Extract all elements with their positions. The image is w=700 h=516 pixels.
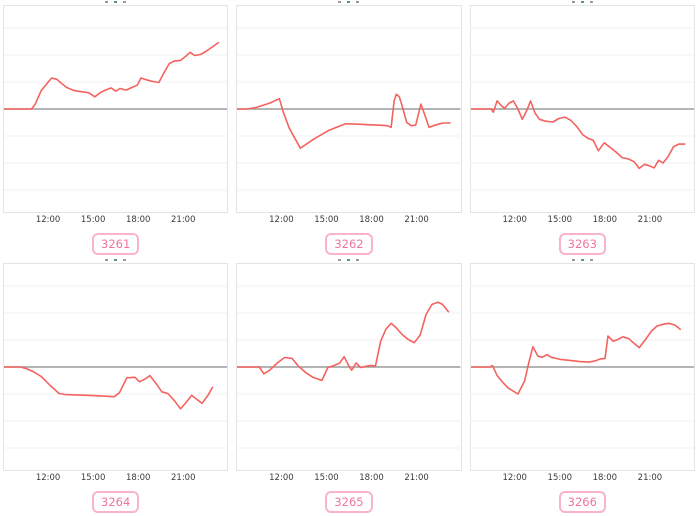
line-chart [237, 27, 461, 191]
x-tick-label: 15:00 [314, 473, 339, 483]
title-speck [105, 259, 109, 261]
x-axis: 12:00 15:00 18:00 21:00 [470, 471, 695, 487]
title-speck [105, 1, 109, 3]
x-axis: 12:00 15:00 18:00 21:00 [236, 471, 461, 487]
badge-row: 3264 [3, 487, 228, 516]
line-chart [4, 285, 228, 449]
x-tick-label: 18:00 [125, 215, 151, 225]
x-tick-label: 12:00 [35, 473, 61, 483]
title-speck [114, 1, 118, 3]
title-speck [338, 1, 342, 3]
x-tick-label: 12:00 [502, 215, 527, 225]
x-tick-label: 21:00 [637, 473, 663, 483]
x-tick-label: 15:00 [547, 473, 573, 483]
chart-panel [469, 5, 695, 213]
x-tick-label: 18:00 [359, 473, 384, 483]
chart-cell-3265: 12:00 15:00 18:00 21:00 3265 [233, 258, 466, 516]
chart-panel [236, 5, 462, 213]
title-speck [571, 1, 575, 3]
title-speck [356, 1, 360, 3]
chart-panel [469, 263, 695, 471]
x-tick-label: 12:00 [269, 473, 294, 483]
line-chart [237, 285, 461, 449]
chart-cell-3264: 12:00 15:00 18:00 21:00 3264 [0, 258, 233, 516]
x-tick-label: 21:00 [171, 473, 196, 483]
cropped-title-fragment [470, 0, 695, 5]
cropped-title-fragment [3, 258, 228, 263]
badge-row: 3265 [236, 487, 461, 516]
title-speck [589, 1, 593, 3]
line-chart [4, 27, 228, 191]
x-axis: 12:00 15:00 18:00 21:00 [470, 213, 695, 229]
chart-cell-3261: 12:00 15:00 18:00 21:00 3261 [0, 0, 233, 258]
x-tick-label: 12:00 [35, 215, 61, 225]
chart-id-badge[interactable]: 3262 [325, 233, 373, 255]
title-speck [571, 259, 575, 261]
chart-cell-3266: 12:00 15:00 18:00 21:00 3266 [467, 258, 700, 516]
x-tick-label: 15:00 [80, 473, 106, 483]
title-speck [580, 1, 584, 3]
chart-panel [3, 5, 229, 213]
x-tick-label: 18:00 [592, 215, 618, 225]
title-speck [123, 1, 127, 3]
chart-id-badge[interactable]: 3264 [92, 491, 140, 513]
chart-cell-3263: 12:00 15:00 18:00 21:00 3263 [467, 0, 700, 258]
cropped-title-fragment [236, 0, 461, 5]
badge-row: 3262 [236, 229, 461, 258]
x-tick-label: 12:00 [269, 215, 294, 225]
title-speck [356, 259, 360, 261]
x-tick-label: 15:00 [547, 215, 573, 225]
x-axis: 12:00 15:00 18:00 21:00 [236, 213, 461, 229]
chart-id-badge[interactable]: 3266 [558, 491, 606, 513]
cropped-title-fragment [470, 258, 695, 263]
x-tick-label: 18:00 [592, 473, 618, 483]
badge-row: 3261 [3, 229, 228, 258]
x-tick-label: 15:00 [80, 215, 106, 225]
chart-id-badge[interactable]: 3261 [92, 233, 140, 255]
x-tick-label: 21:00 [171, 215, 196, 225]
cropped-title-fragment [3, 0, 228, 5]
title-speck [347, 1, 351, 3]
x-tick-label: 21:00 [404, 473, 429, 483]
x-axis: 12:00 15:00 18:00 21:00 [3, 471, 228, 487]
chart-id-badge[interactable]: 3263 [558, 233, 606, 255]
title-speck [580, 259, 584, 261]
chart-cell-3262: 12:00 15:00 18:00 21:00 3262 [233, 0, 466, 258]
x-tick-label: 21:00 [637, 215, 663, 225]
title-speck [589, 259, 593, 261]
title-speck [123, 259, 127, 261]
x-tick-label: 21:00 [404, 215, 429, 225]
x-axis: 12:00 15:00 18:00 21:00 [3, 213, 228, 229]
x-tick-label: 18:00 [125, 473, 151, 483]
badge-row: 3263 [470, 229, 695, 258]
title-speck [338, 259, 342, 261]
cropped-title-fragment [236, 258, 461, 263]
chart-panel [236, 263, 462, 471]
chart-panel [3, 263, 229, 471]
badge-row: 3266 [470, 487, 695, 516]
line-chart [470, 27, 694, 191]
title-speck [347, 259, 351, 261]
x-tick-label: 18:00 [359, 215, 384, 225]
x-tick-label: 15:00 [314, 215, 339, 225]
title-speck [114, 259, 118, 261]
chart-id-badge[interactable]: 3265 [325, 491, 373, 513]
x-tick-label: 12:00 [502, 473, 527, 483]
line-chart [470, 285, 694, 449]
